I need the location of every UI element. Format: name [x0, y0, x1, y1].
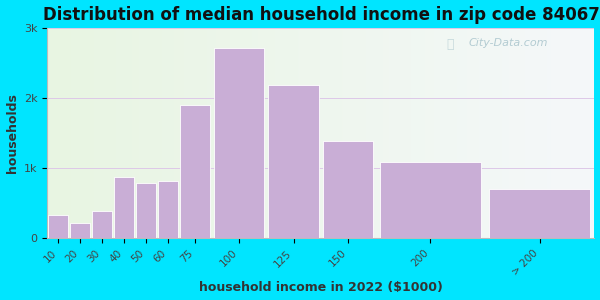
Bar: [92, 212, 112, 238]
Bar: [180, 105, 210, 238]
Y-axis label: households: households: [5, 93, 19, 173]
Bar: [214, 47, 264, 238]
Text: City-Data.com: City-Data.com: [469, 38, 548, 48]
Bar: [70, 223, 91, 238]
Bar: [136, 183, 156, 238]
Bar: [323, 141, 373, 238]
Bar: [268, 85, 319, 238]
Bar: [114, 177, 134, 238]
Bar: [49, 215, 68, 238]
Text: ⦾: ⦾: [447, 38, 454, 51]
Bar: [380, 162, 481, 238]
X-axis label: household income in 2022 ($1000): household income in 2022 ($1000): [199, 281, 443, 294]
Bar: [490, 189, 590, 238]
Title: Distribution of median household income in zip code 84067: Distribution of median household income …: [43, 6, 599, 24]
Bar: [158, 181, 178, 238]
